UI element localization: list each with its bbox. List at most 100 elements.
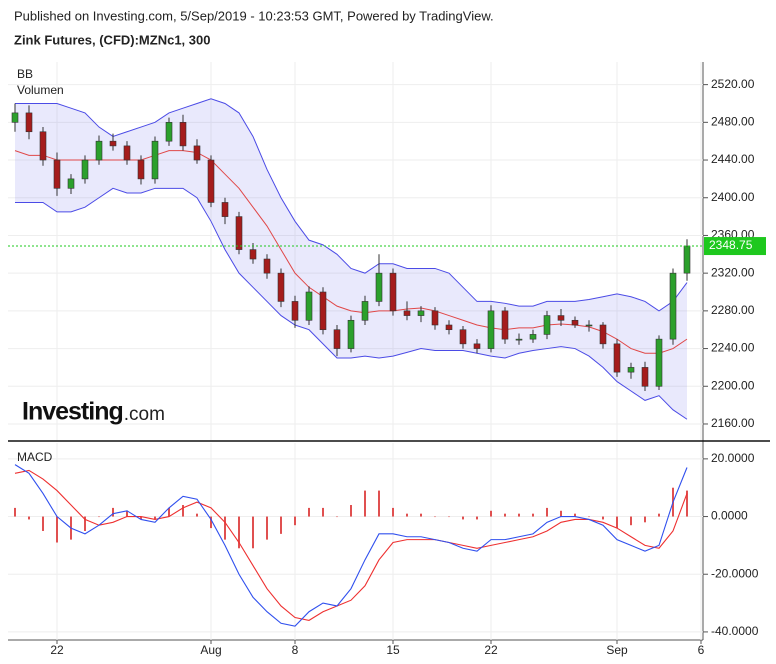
histogram-bar — [126, 510, 128, 517]
x-tick-label: 22 — [50, 643, 64, 657]
x-tick-label: 6 — [698, 643, 705, 657]
x-tick-label: Sep — [606, 643, 628, 657]
logo-suffix: .com — [124, 404, 165, 425]
candle-body — [277, 272, 285, 302]
histogram-bar — [378, 490, 380, 517]
histogram-bar — [56, 516, 58, 543]
y-tick-label: 20.0000 — [711, 451, 755, 465]
candle-body — [585, 324, 593, 327]
candle-body — [599, 324, 607, 345]
candle-body — [193, 145, 201, 161]
histogram-bar — [294, 516, 296, 526]
candle-body — [641, 367, 649, 387]
candle-body — [655, 338, 663, 387]
histogram-bar — [182, 505, 184, 517]
histogram-bar — [252, 516, 254, 549]
candle-body — [81, 159, 89, 180]
y-tick-label: -40.0000 — [711, 624, 759, 638]
histogram-bar — [14, 507, 16, 517]
y-tick-label: 2240.00 — [711, 341, 755, 355]
band-lower — [15, 187, 688, 420]
candle-body — [291, 301, 299, 321]
histogram-bar — [280, 516, 282, 534]
histogram-bar — [504, 513, 506, 517]
indicator-label: Volumen — [17, 83, 64, 97]
histogram-bar — [532, 513, 534, 517]
candle-body — [529, 334, 537, 340]
histogram-bar — [476, 516, 478, 520]
histogram-bar — [420, 513, 422, 517]
indicator-label: BB — [17, 67, 33, 81]
y-tick-label: 2480.00 — [711, 115, 755, 129]
candle-body — [669, 272, 677, 340]
y-tick-label: 0.0000 — [711, 509, 748, 523]
band-upper — [15, 98, 688, 312]
candle-body — [361, 301, 369, 321]
histogram-bar — [392, 507, 394, 517]
published-note: Published on Investing.com, 5/Sep/2019 -… — [14, 8, 494, 23]
candle-body — [389, 272, 397, 312]
candle-body — [151, 140, 159, 180]
y-tick-label: 2520.00 — [711, 77, 755, 91]
candle-body — [137, 159, 145, 180]
histogram-bar — [574, 513, 576, 517]
candle-body — [333, 329, 341, 349]
histogram-bar — [336, 516, 338, 518]
histogram-bar — [322, 507, 324, 517]
histogram-bar — [602, 516, 604, 520]
histogram-bar — [154, 516, 156, 520]
candle-body — [221, 202, 229, 217]
candle-body — [109, 140, 117, 147]
x-tick-label: 22 — [484, 643, 498, 657]
macd-line — [14, 464, 688, 627]
last-price-box — [704, 237, 766, 256]
candle-body — [347, 319, 355, 349]
y-tick-label: -20.0000 — [711, 566, 759, 580]
candle-body — [403, 310, 411, 316]
histogram-bar — [616, 516, 618, 529]
candle-body — [39, 131, 47, 161]
candle-body — [375, 272, 383, 302]
y-tick-label: 2440.00 — [711, 152, 755, 166]
histogram-bar — [168, 507, 170, 517]
histogram-bar — [224, 516, 226, 540]
candle-body — [501, 310, 509, 340]
candle-body — [515, 338, 523, 341]
histogram-bar — [98, 516, 100, 518]
histogram-bar — [308, 507, 310, 517]
candle-body — [571, 319, 579, 326]
candle-body — [459, 329, 467, 345]
histogram-bar — [210, 516, 212, 529]
histogram-bar — [518, 513, 520, 517]
x-tick-label: Aug — [200, 643, 221, 657]
histogram-bar — [406, 513, 408, 517]
candle-body — [179, 122, 187, 147]
candle-body — [25, 112, 33, 133]
histogram-bar — [658, 513, 660, 517]
histogram-bar — [196, 513, 198, 517]
candle-body — [67, 178, 75, 189]
candle-body — [11, 112, 19, 123]
histogram-bar — [238, 516, 240, 549]
candle-body — [613, 343, 621, 373]
y-tick-label: 2400.00 — [711, 190, 755, 204]
candle-body — [123, 145, 131, 161]
histogram-bar — [84, 516, 86, 531]
candle-body — [557, 315, 565, 321]
histogram-bar — [490, 510, 492, 517]
candle-body — [473, 343, 481, 349]
x-tick-label: 8 — [292, 643, 299, 657]
candle-body — [627, 367, 635, 373]
candle-body — [263, 258, 271, 274]
y-tick-label: 2160.00 — [711, 416, 755, 430]
histogram-bar — [364, 490, 366, 517]
candle-body — [319, 291, 327, 331]
candle-body — [543, 315, 551, 335]
histogram-bar — [434, 516, 436, 518]
histogram-bar — [546, 507, 548, 517]
candle-body — [95, 140, 103, 161]
signal-line — [14, 469, 688, 621]
y-tick-label: 2280.00 — [711, 303, 755, 317]
instrument-title: Zink Futures, (CFD):MZNc1, 300 — [14, 32, 210, 47]
y-tick-label: 2200.00 — [711, 378, 755, 392]
